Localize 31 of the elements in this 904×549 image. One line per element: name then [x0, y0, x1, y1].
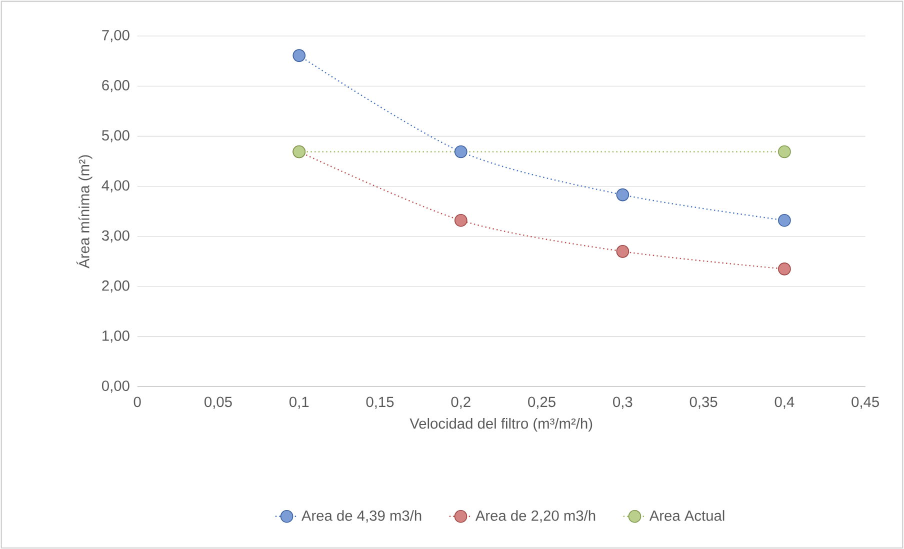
legend-label: Area de 4,39 m3/h [301, 510, 422, 522]
x-tick-label: 0,05 [204, 396, 232, 409]
x-tick-label: 0,45 [852, 396, 879, 409]
y-tick-label: 5,00 [102, 130, 130, 142]
point [616, 244, 630, 258]
legend-label: Area de 2,20 m3/h [475, 510, 596, 522]
point [292, 48, 306, 62]
y-tick-label: 7,00 [102, 30, 130, 42]
point [778, 214, 791, 227]
x-tick-label: 0,2 [451, 396, 470, 409]
x-tick-label: 0,15 [366, 396, 394, 409]
x-tick-label: 0 [134, 396, 141, 407]
legend-label: Area Actual [649, 510, 724, 521]
x-tick-label: 0,3 [613, 396, 632, 409]
point [454, 214, 468, 227]
y-tick-label: 3,00 [102, 230, 130, 242]
y-tick-label: 6,00 [102, 80, 130, 92]
y-axis-title: Área mínima (m²) [76, 155, 92, 268]
x-tick-label: 0,4 [774, 396, 794, 409]
point [454, 145, 468, 158]
x-axis-title: Velocidad del filtro (m³/m²/h) [410, 418, 592, 432]
x-tick-label: 0,35 [690, 396, 718, 409]
point [778, 145, 791, 158]
y-tick-label: 4,00 [102, 180, 130, 192]
point [616, 188, 630, 202]
x-tick-label: 0,25 [528, 396, 556, 409]
y-tick-label: 2,00 [102, 280, 130, 292]
point [778, 262, 791, 276]
x-tick-label: 0,1 [289, 396, 309, 409]
y-tick-label: 1,00 [102, 330, 130, 342]
y-tick-label: 0,00 [102, 380, 130, 393]
